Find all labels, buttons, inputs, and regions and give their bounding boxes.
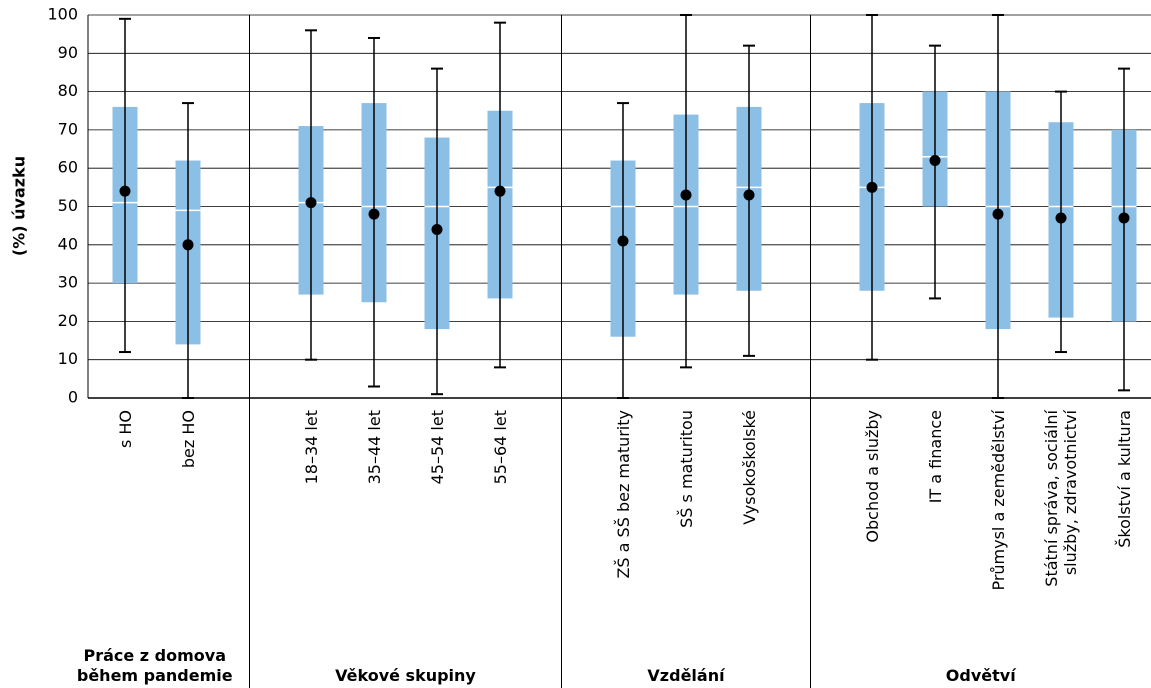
x-tick-label: Průmysl a zemědělství xyxy=(988,410,1008,591)
x-tick-label: IT a finance xyxy=(925,410,945,504)
x-tick-label: Vysokoškolské xyxy=(739,410,759,525)
y-tick-label: 30 xyxy=(58,273,78,292)
mean-dot xyxy=(119,185,131,197)
y-tick-label: 20 xyxy=(58,311,78,330)
x-tick-label: 45–54 let xyxy=(427,410,447,485)
y-tick-label: 100 xyxy=(47,5,78,24)
x-tick-label: Státní správa, sociální služby, zdravotn… xyxy=(1042,410,1080,587)
group-label: Odvětví xyxy=(945,666,1016,685)
mean-dot xyxy=(1118,212,1130,224)
x-tick-label: bez HO xyxy=(178,410,198,469)
mean-dot xyxy=(680,189,692,201)
x-tick-label: ZŠ a SŠ bez maturity xyxy=(613,410,633,579)
mean-dot xyxy=(431,223,443,235)
y-tick-label: 60 xyxy=(58,158,78,177)
mean-dot xyxy=(992,208,1004,220)
mean-dot xyxy=(743,189,755,201)
mean-dot xyxy=(494,185,506,197)
y-tick-label: 90 xyxy=(58,43,78,62)
mean-dot xyxy=(1055,212,1067,224)
mean-dot xyxy=(617,235,629,247)
group-label: Práce z domova během pandemie xyxy=(76,646,233,685)
y-tick-label: 0 xyxy=(68,388,78,407)
x-tick-label: SŠ s maturitou xyxy=(676,410,696,528)
x-tick-label: Školství a kultura xyxy=(1114,410,1134,548)
x-tick-label: 35–44 let xyxy=(364,410,384,485)
y-tick-label: 50 xyxy=(58,196,78,215)
mean-dot xyxy=(368,208,380,220)
y-tick-label: 10 xyxy=(58,349,78,368)
y-tick-label: 80 xyxy=(58,81,78,100)
mean-dot xyxy=(182,239,194,251)
x-tick-label: Obchod a služby xyxy=(862,410,882,543)
group-label: Věkové skupiny xyxy=(335,666,476,685)
group-label: Vzdělání xyxy=(647,666,725,685)
y-tick-label: 70 xyxy=(58,119,78,138)
mean-dot xyxy=(929,155,941,167)
x-tick-label: s HO xyxy=(115,410,135,449)
y-axis-label: (%) úvazku xyxy=(10,156,29,256)
y-tick-label: 40 xyxy=(58,234,78,253)
x-tick-label: 18–34 let xyxy=(301,410,321,485)
x-tick-label: 55–64 let xyxy=(490,410,510,485)
mean-dot xyxy=(305,197,317,209)
mean-dot xyxy=(866,181,878,193)
